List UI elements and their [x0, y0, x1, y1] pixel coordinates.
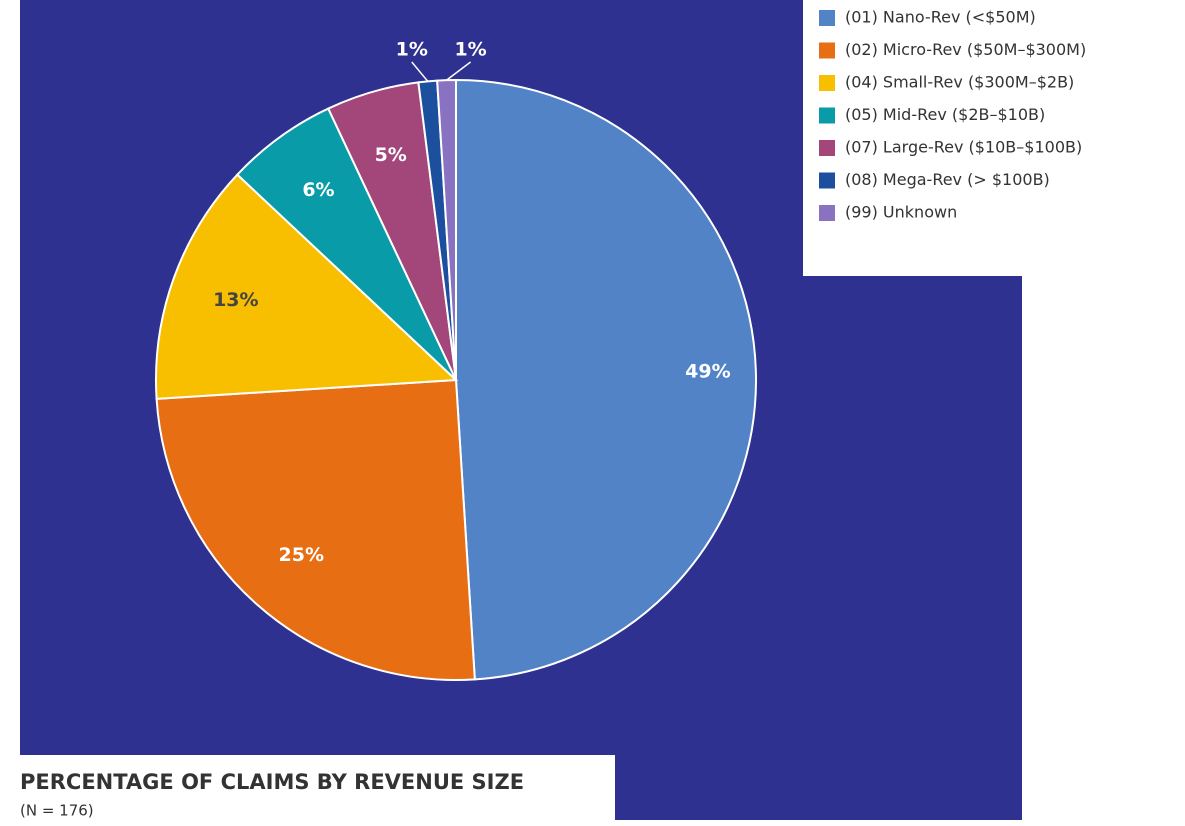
legend-label: (08) Mega-Rev (> $100B)	[845, 170, 1050, 189]
pie: 49% 25% 13% 6% 5% 1% 1%	[155, 39, 757, 681]
pie-slice	[155, 378, 476, 681]
slice-label: 1%	[454, 39, 486, 61]
pie-slice	[455, 78, 757, 681]
chart-title: PERCENTAGE OF CLAIMS BY REVENUE SIZE	[20, 770, 524, 794]
legend-label: (99) Unknown	[845, 203, 957, 222]
legend-swatch	[819, 172, 835, 189]
slice-label: 13%	[213, 289, 258, 311]
legend-swatch	[819, 205, 835, 221]
slice-label: 25%	[279, 544, 324, 566]
slice-label: 1%	[396, 39, 428, 61]
legend-swatch	[819, 107, 835, 124]
slice-label: 5%	[375, 144, 407, 166]
legend-swatch	[819, 75, 835, 91]
legend-box	[803, 0, 1185, 276]
pie-slice	[155, 173, 459, 400]
slice-label: 6%	[302, 179, 334, 201]
legend-swatch	[819, 10, 835, 26]
chart-subtitle: (N = 176)	[20, 802, 94, 820]
legend-label: (05) Mid-Rev ($2B–$10B)	[845, 105, 1045, 124]
legend-label: (02) Micro-Rev ($50M–$300M)	[845, 40, 1086, 59]
title-box	[0, 755, 615, 826]
legend: (01) Nano-Rev (<$50M) (02) Micro-Rev ($50…	[819, 8, 1086, 222]
legend-swatch	[819, 42, 835, 59]
legend-swatch	[819, 140, 835, 156]
slice-label: 49%	[685, 361, 730, 383]
leader-line	[411, 61, 429, 82]
legend-label: (07) Large-Rev ($10B–$100B)	[845, 138, 1082, 157]
legend-label: (04) Small-Rev ($300M–$2B)	[845, 73, 1074, 92]
leader-line	[446, 61, 472, 81]
legend-label: (01) Nano-Rev (<$50M)	[845, 8, 1036, 27]
